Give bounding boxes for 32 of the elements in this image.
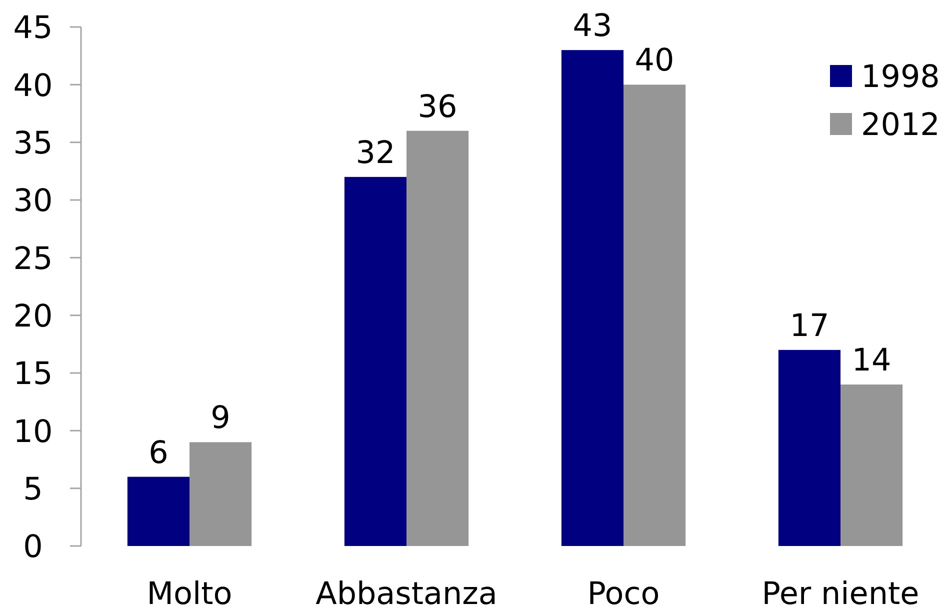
data-label: 40 <box>634 42 674 79</box>
y-tick-label: 20 <box>13 298 53 334</box>
bar <box>190 442 252 546</box>
x-tick-label: Abbastanza <box>316 576 498 610</box>
y-tick-label: 5 <box>23 471 43 508</box>
y-tick-label: 30 <box>13 183 53 220</box>
bar <box>344 176 406 546</box>
y-tick-label: 15 <box>13 356 53 392</box>
bar <box>840 384 903 546</box>
bar <box>624 84 686 546</box>
bar <box>561 50 624 546</box>
bar <box>778 350 840 546</box>
data-label: 17 <box>790 308 830 344</box>
data-label: 14 <box>852 342 892 379</box>
bar <box>406 130 469 546</box>
y-tick-label: 45 <box>13 10 53 46</box>
data-label: 32 <box>356 134 396 171</box>
y-tick-label: 35 <box>13 125 53 162</box>
data-label: 6 <box>148 434 168 471</box>
x-tick-label: Per niente <box>762 576 920 610</box>
y-tick-label: 40 <box>13 68 53 104</box>
legend-label: 1998 <box>861 59 940 96</box>
legend-label: 2012 <box>861 107 940 144</box>
x-tick-label: Molto <box>146 576 232 610</box>
data-label: 43 <box>572 8 612 44</box>
data-label: 36 <box>418 88 458 125</box>
bar <box>127 476 190 546</box>
data-label: 9 <box>210 400 230 436</box>
x-tick-label: Poco <box>587 576 660 610</box>
y-tick-label: 10 <box>13 414 53 450</box>
y-tick-label: 0 <box>23 529 43 566</box>
y-tick-label: 25 <box>13 240 53 277</box>
